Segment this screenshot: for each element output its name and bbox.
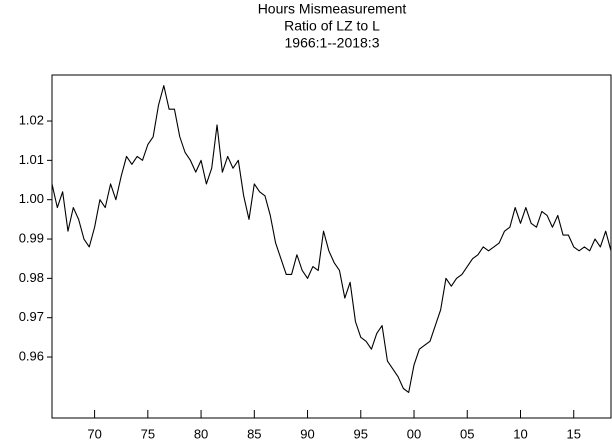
x-tick-label: 85 bbox=[247, 426, 261, 441]
x-tick-label: 00 bbox=[407, 426, 421, 441]
chart-subtitle: Ratio of LZ to L bbox=[284, 18, 380, 34]
chart-title: Hours Mismeasurement bbox=[258, 1, 407, 17]
chart-subtitle: 1966:1--2018:3 bbox=[285, 35, 380, 51]
x-tick-label: 10 bbox=[513, 426, 527, 441]
data-line bbox=[51, 85, 612, 393]
y-tick-label: 0.99 bbox=[19, 230, 44, 245]
x-tick-label: 15 bbox=[566, 426, 580, 441]
x-tick-label: 90 bbox=[300, 426, 314, 441]
y-tick-label: 0.96 bbox=[19, 348, 44, 363]
y-tick-label: 0.97 bbox=[19, 309, 44, 324]
x-tick-label: 80 bbox=[194, 426, 208, 441]
x-tick-label: 05 bbox=[460, 426, 474, 441]
x-tick-label: 70 bbox=[87, 426, 101, 441]
y-tick-label: 0.98 bbox=[19, 270, 44, 285]
x-tick-label: 75 bbox=[141, 426, 155, 441]
y-tick-label: 1.01 bbox=[19, 152, 44, 167]
plot-frame bbox=[51, 74, 612, 419]
y-tick-label: 1.02 bbox=[19, 112, 44, 127]
y-tick-label: 1.00 bbox=[19, 191, 44, 206]
x-tick-label: 95 bbox=[354, 426, 368, 441]
